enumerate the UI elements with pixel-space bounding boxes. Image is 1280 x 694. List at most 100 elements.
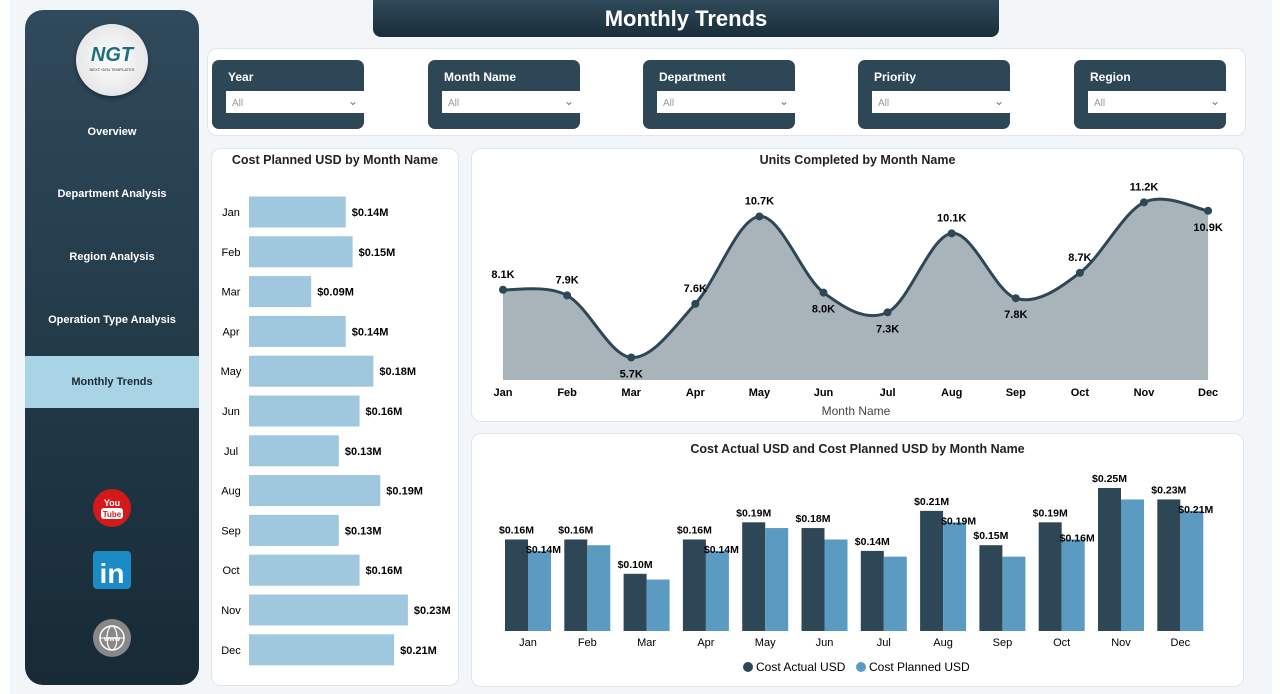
bar-cost-planned-usd [1121,499,1144,631]
filter-label: Region [1090,70,1131,84]
x-tick-label: Jan [519,637,537,649]
x-tick-label: Nov [1134,387,1156,399]
nav-label: Monthly Trends [71,376,153,388]
category-label: Jun [222,406,240,418]
data-label: $0.21M [1178,504,1213,516]
data-label: $0.16M [558,524,593,536]
filter-label: Month Name [444,70,516,84]
nav-label: Operation Type Analysis [48,314,176,326]
bar [249,475,381,507]
x-tick-label: Apr [697,637,714,649]
bar [249,594,408,626]
filter-dropdown[interactable]: All ⌄ [442,91,580,113]
youtube-icon[interactable]: You Tube [92,488,132,528]
category-label: Dec [221,645,241,657]
data-label: 8.1K [491,269,514,281]
nav-label: Department Analysis [57,188,167,200]
filter-dropdown[interactable]: All ⌄ [1088,91,1226,113]
data-point [883,308,892,317]
filter-dropdown[interactable]: All ⌄ [226,91,364,113]
bar [249,554,360,586]
nav-item-overview[interactable]: Overview [25,106,199,158]
filter-label: Department [659,70,726,84]
bar-cost-planned-usd [1002,556,1026,631]
category-label: Aug [221,486,241,498]
data-label: $0.19M [1033,507,1068,519]
nav-item-monthly-trends[interactable]: Monthly Trends [25,356,199,408]
category-label: Mar [222,287,241,299]
x-tick-label: May [755,637,776,649]
nav-item-region-analysis[interactable]: Region Analysis [25,231,199,283]
data-label: $0.19M [736,507,771,519]
chart-title: Cost Planned USD by Month Name [231,153,439,167]
chevron-down-icon: ⌄ [778,94,789,108]
nav-item-department-analysis[interactable]: Department Analysis [25,168,199,220]
x-tick-label: Sep [1006,387,1026,399]
data-point [755,212,764,221]
category-label: Nov [221,605,241,617]
filter-dropdown[interactable]: All ⌄ [872,91,1010,113]
linkedin-icon[interactable]: in [92,550,132,590]
x-tick-label: Dec [1198,387,1218,399]
data-label: 8.7K [1068,252,1091,264]
x-tick-label: Dec [1171,637,1191,649]
x-tick-label: Aug [941,387,962,399]
bar-cost-actual-usd [682,539,706,631]
data-label: $0.13M [345,525,382,537]
data-label: $0.14M [352,326,389,338]
data-label: $0.18M [379,366,416,378]
data-label: 7.8K [1004,309,1027,321]
x-tick-label: Apr [686,387,706,399]
ngt-logo: NGT NEXT GEN TEMPLATES [76,24,148,96]
data-label: $0.19M [941,515,976,527]
category-label: May [221,366,242,378]
x-tick-label: Mar [637,637,656,649]
data-label: 8.0K [812,304,835,316]
x-tick-label: Aug [933,637,953,649]
category-label: Jul [224,446,238,458]
bar-cost-actual-usd [801,528,825,631]
data-label: $0.18M [795,513,830,525]
filter-month-name: Month Name All ⌄ [428,60,580,129]
chart-title: Units Completed by Month Name [759,153,956,167]
data-label: $0.14M [352,207,389,219]
filter-department: Department All ⌄ [643,60,795,129]
x-tick-label: Nov [1111,637,1131,649]
bar [249,395,360,427]
nav-item-operation-type-analysis[interactable]: Operation Type Analysis [25,294,199,346]
bar-cost-actual-usd [1098,488,1121,631]
chevron-down-icon: ⌄ [563,94,574,108]
filter-year: Year All ⌄ [212,60,364,129]
bar-cost-planned-usd [1061,539,1085,631]
data-label: $0.19M [386,486,423,498]
data-label: $0.14M [704,544,739,556]
bar [249,236,353,268]
x-tick-label: Oct [1053,637,1070,649]
x-tick-label: Jul [880,387,896,399]
dropdown-value: All [663,98,675,109]
bar [249,634,395,666]
category-label: Sep [221,525,241,537]
bar [249,514,339,546]
bar-cost-actual-usd [1157,499,1181,631]
data-label: $0.21M [400,645,437,657]
bar-cost-planned-usd [705,550,729,631]
filter-label: Year [228,70,254,84]
data-point [819,288,828,297]
data-label: $0.15M [973,530,1008,542]
data-label: $0.16M [677,524,712,536]
svg-text:www: www [103,636,121,643]
data-point [627,353,636,362]
x-tick-label: Sep [993,637,1013,649]
bar-cost-planned-usd [528,550,551,631]
filter-dropdown[interactable]: All ⌄ [657,91,795,113]
area-fill [503,199,1209,380]
x-tick-label: Jun [814,387,834,399]
bar [249,276,312,308]
chevron-down-icon: ⌄ [1209,94,1220,108]
website-globe-icon[interactable]: www [92,618,132,658]
filter-priority: Priority All ⌄ [858,60,1010,129]
data-point [1011,294,1020,303]
category-label: Apr [222,326,239,338]
